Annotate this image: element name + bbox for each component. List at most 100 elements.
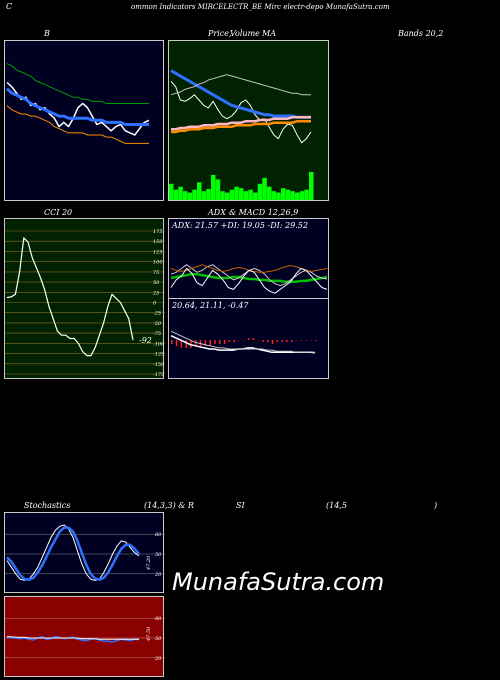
stoch-tick-label: 50: [155, 552, 162, 558]
cci-value-label: -92: [139, 336, 152, 345]
volume-bar: [253, 192, 258, 200]
cci-tick-label: -100: [153, 341, 165, 347]
bollinger-price-line: [6, 81, 150, 136]
adx-adx-line: [170, 272, 328, 284]
macd-histogram-bar: [310, 340, 312, 341]
macd-histogram-bar: [271, 340, 274, 344]
macd-histogram-bar: [252, 338, 255, 340]
label-close-paren: ): [434, 501, 438, 510]
cci-line: [6, 237, 134, 357]
cci-tick-label: 175: [153, 229, 163, 235]
cci-tick-label: 75: [153, 270, 159, 276]
rsi-avg-line: [7, 636, 139, 640]
macd-values: 20.64, 21.11, -0.47: [172, 301, 249, 310]
macd-histogram-bar: [195, 340, 197, 346]
header-c: C: [6, 2, 13, 11]
price-price-line: [170, 80, 312, 144]
volume-bar: [267, 186, 272, 200]
macd-histogram-bar: [175, 340, 178, 346]
volume-bar: [276, 192, 281, 200]
price-ma-orange-line: [171, 120, 311, 134]
bollinger-chart: [6, 63, 150, 144]
label-stoch: Stochastics: [24, 501, 71, 510]
label-ma: MA: [262, 29, 276, 38]
volume-bar: [197, 182, 202, 200]
macd-macd-line: [170, 335, 316, 354]
macd-histogram-bar: [228, 340, 231, 342]
volume-bar: [262, 177, 267, 200]
volume-bar: [281, 188, 286, 200]
watermark: MunafaSutra.com: [172, 568, 385, 596]
rsi-rsi-line: [6, 635, 140, 643]
macd-histogram-bar: [223, 340, 226, 344]
cci-tick-label: 100: [153, 260, 163, 266]
macd-histogram-bar: [262, 340, 264, 342]
macd-histogram-bar: [233, 340, 235, 342]
macd-histogram-bar: [300, 340, 303, 341]
price-chart: [169, 69, 314, 200]
label-volume: Volume: [230, 29, 260, 38]
rsi-tick-label: 80: [155, 616, 162, 622]
macd-histogram-bar: [295, 340, 298, 341]
volume-bar: [285, 189, 291, 200]
label-macd: & MACD 12,26,9: [229, 208, 299, 217]
macd-histogram-bar: [204, 340, 207, 346]
bollinger-panel: [4, 40, 164, 201]
volume-bar: [215, 179, 221, 200]
volume-bar: [192, 189, 197, 200]
cci-chart: 175 150 125 100 75 50 25 0 -25 -50 -75 -100 -125 -150…: [5, 229, 165, 378]
label-stoch-params: (14,3,3) & R: [144, 501, 194, 510]
cci-panel: 175 150 125 100 75 50 25 0 -25 -50 -75 -100 -125 -150…: [4, 218, 165, 379]
volume-bar: [178, 186, 183, 200]
label-adx: ADX: [208, 208, 226, 217]
bollinger-lower-line: [6, 105, 149, 144]
macd-histogram-bar: [209, 340, 211, 346]
stoch-tick-label: 20: [154, 572, 162, 578]
cci-tick-label: 150: [153, 239, 163, 245]
volume-bar: [234, 186, 239, 200]
cci-tick-label: 0: [153, 301, 157, 307]
macd-histogram-bar: [171, 340, 173, 344]
macd-histogram-bar: [291, 340, 293, 342]
volume-bar: [257, 183, 263, 200]
label-cci: CCI 20: [44, 208, 73, 217]
macd-histogram-bar: [199, 340, 202, 346]
macd-histogram-bar: [219, 340, 221, 344]
volume-bar: [239, 188, 244, 200]
cci-tick-label: -50: [153, 321, 162, 327]
macd-histogram-bar: [276, 340, 279, 342]
label-b: B: [44, 29, 50, 38]
price-ma-pink-line: [171, 116, 311, 131]
macd-histogram-bar: [185, 340, 187, 348]
price-ma-short-line: [170, 69, 311, 119]
macd-panel: 20.64, 21.11, -0.47: [168, 298, 329, 379]
label-rsi-params: (14,5: [326, 501, 347, 510]
volume-bar: [187, 192, 193, 200]
macd-signal-line: [170, 330, 316, 353]
cci-tick-label: 25: [152, 290, 159, 296]
macd-histogram-bar: [238, 340, 240, 341]
adx-dx-line: [170, 268, 328, 294]
cci-tick-label: -75: [153, 331, 161, 337]
rsi-panel: 80 50 20 47.50: [4, 596, 165, 677]
rsi-tick-label: 20: [154, 656, 162, 662]
macd-histogram-bar: [281, 340, 283, 342]
volume-bar: [169, 183, 174, 200]
volume-bar: [173, 189, 179, 200]
volume-bar: [183, 191, 188, 200]
bollinger-upper-line: [6, 63, 149, 104]
bollinger-middle-line: [6, 87, 149, 126]
rsi-value-label: 47.50: [146, 626, 152, 642]
volume-bar: [211, 174, 216, 200]
volume-bar: [295, 192, 300, 200]
macd-histogram-bar: [243, 340, 245, 341]
macd-histogram-bar: [247, 338, 250, 340]
label-price: Price,: [208, 29, 232, 38]
macd-histogram-bar: [305, 340, 307, 341]
macd-histogram-bar: [267, 340, 269, 342]
stoch-tick-label: 80: [155, 532, 162, 538]
volume-bar: [248, 189, 253, 200]
cci-tick-label: 50: [153, 280, 160, 286]
macd-histogram-bar: [180, 340, 183, 348]
